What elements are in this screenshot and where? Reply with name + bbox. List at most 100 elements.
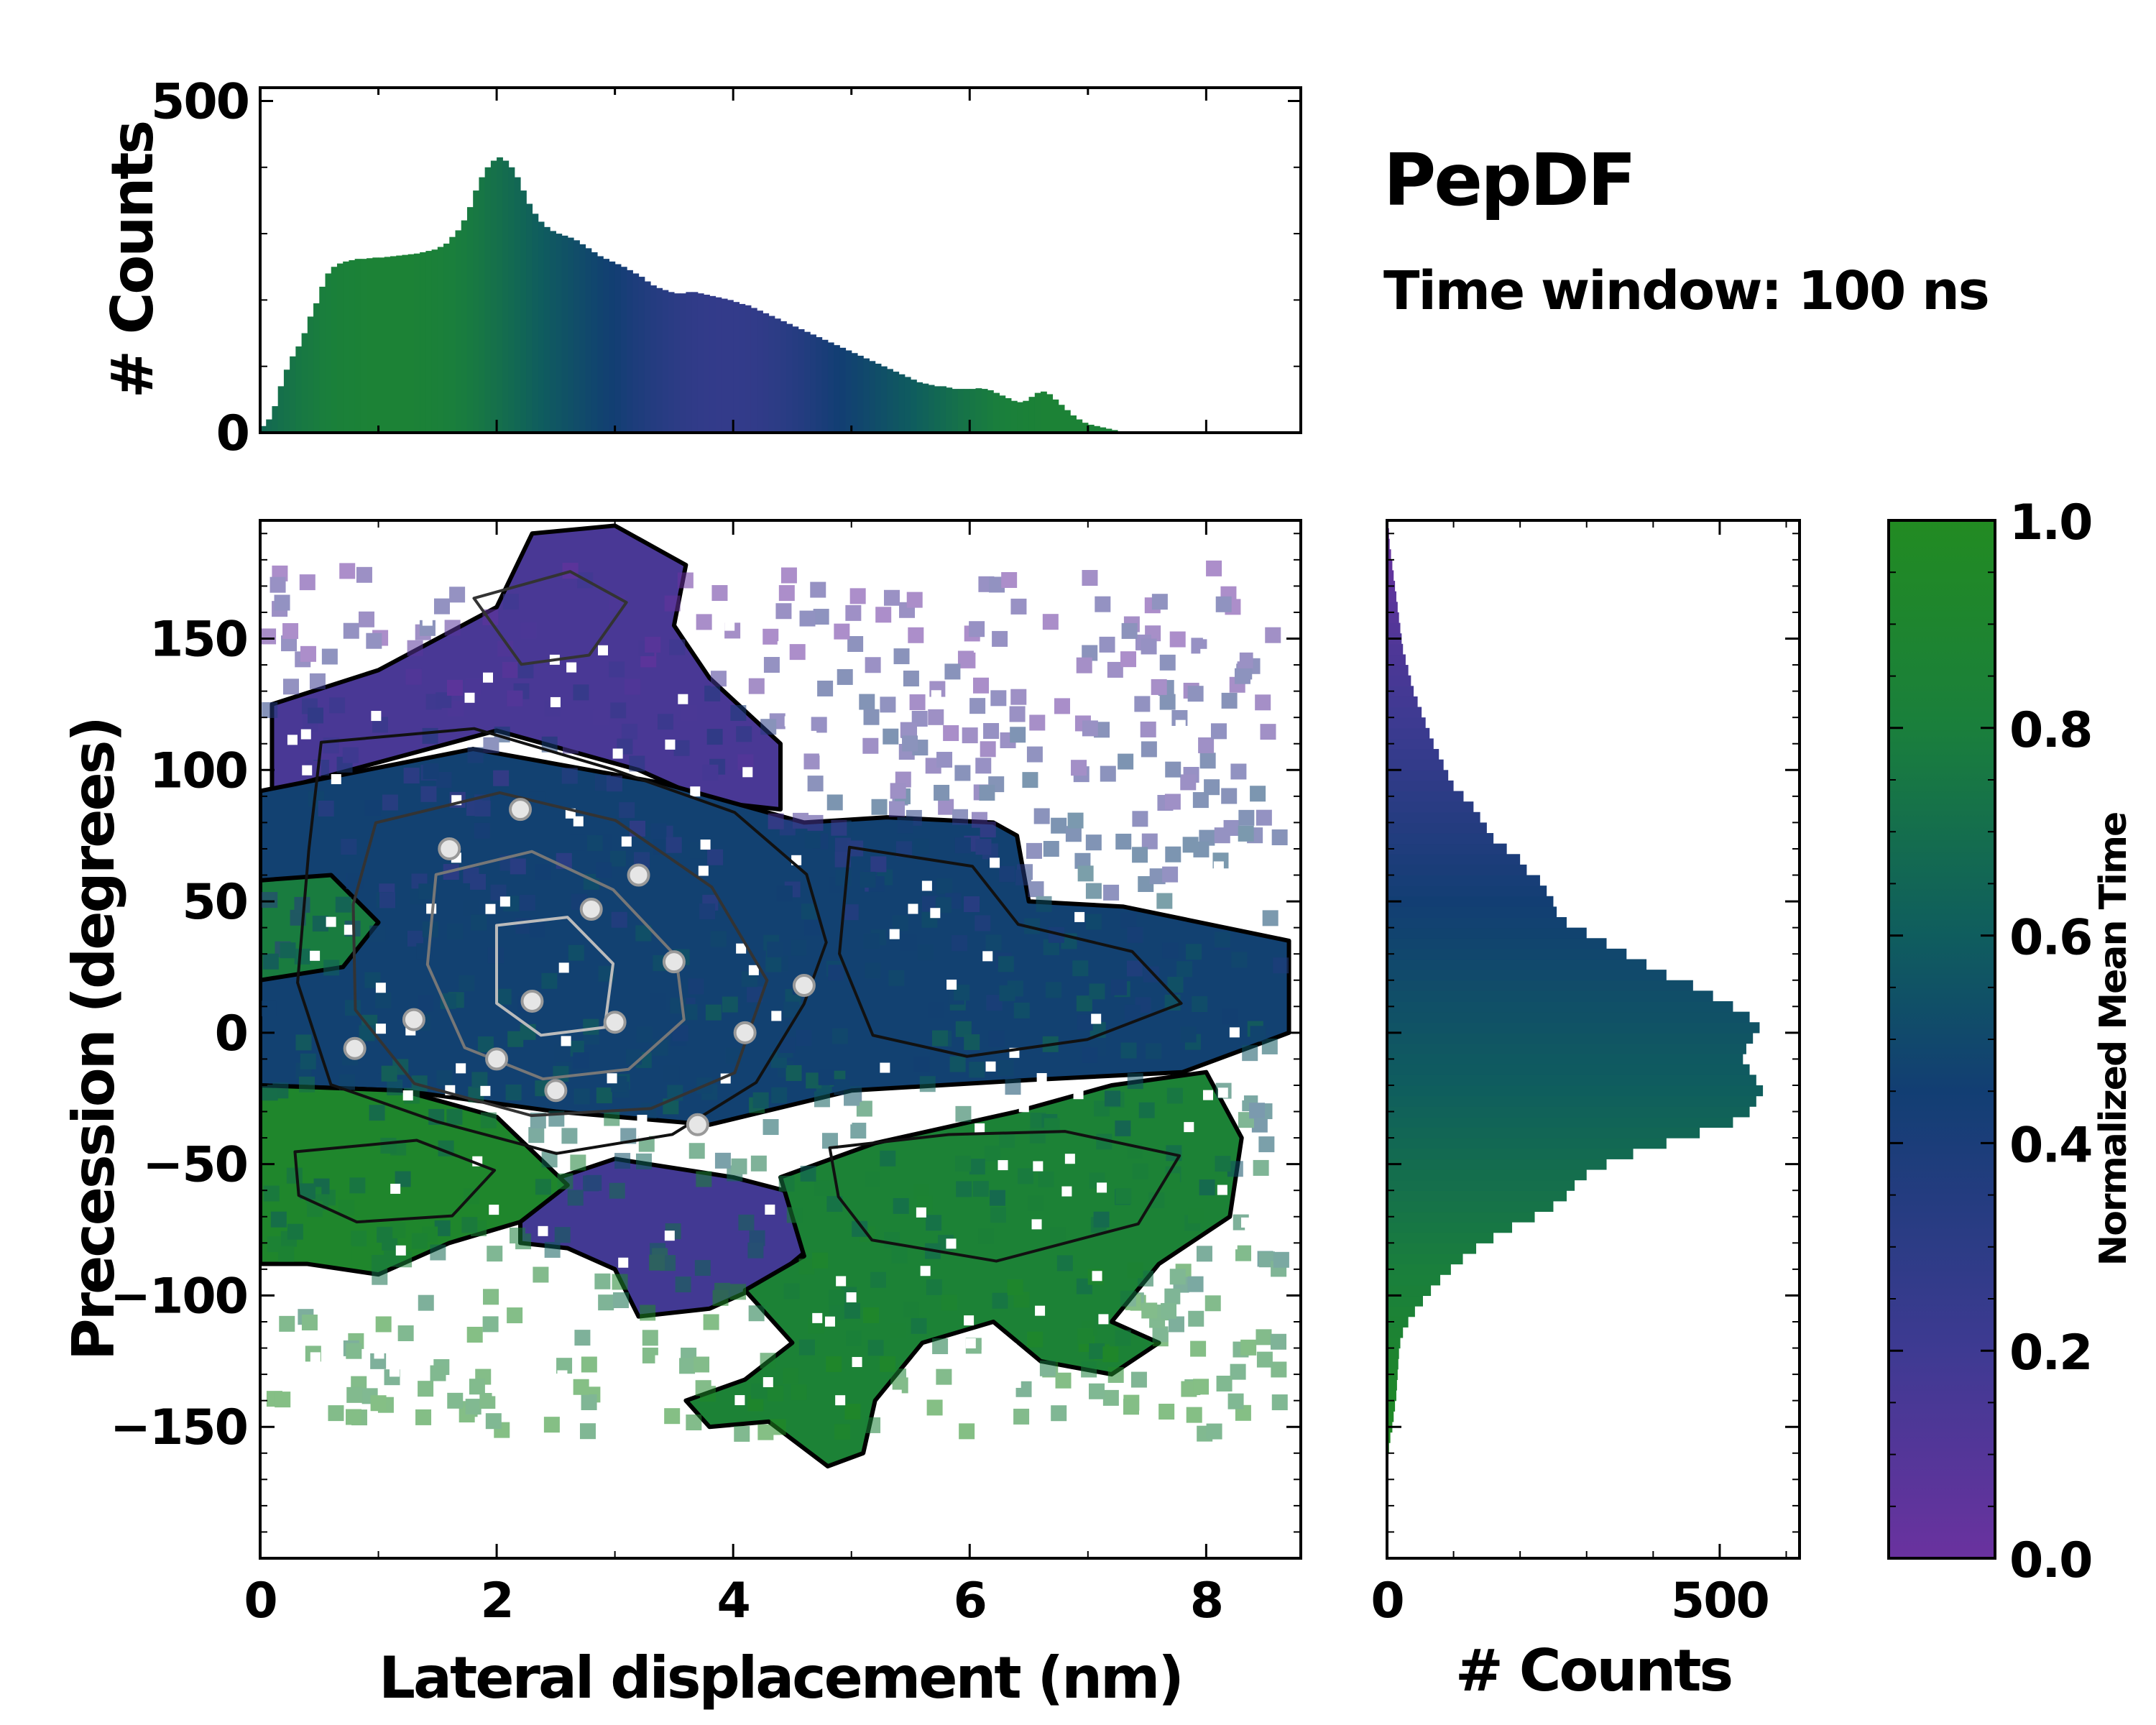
heatmap-cell xyxy=(798,1339,815,1356)
heatmap-cell xyxy=(990,690,1007,707)
heatmap-cell xyxy=(975,758,992,774)
heatmap-empty-bin xyxy=(331,774,341,785)
heatmap-cell xyxy=(554,1044,571,1060)
heatmap-cell xyxy=(1182,837,1199,853)
heatmap-empty-bin xyxy=(607,1073,617,1084)
top-hist-bar xyxy=(999,395,1006,433)
top-hist-bar xyxy=(821,339,829,433)
contour-bright-spot xyxy=(520,989,544,1013)
top-hist-bar xyxy=(461,220,468,433)
heatmap-cell xyxy=(483,737,499,753)
heatmap-cell xyxy=(1027,1331,1044,1348)
heatmap-empty-bin xyxy=(880,1062,890,1073)
heatmap-cell xyxy=(738,1214,755,1230)
heatmap-cell xyxy=(469,1379,485,1395)
heatmap-cell xyxy=(706,729,723,745)
heatmap-cell xyxy=(1199,753,1216,769)
right-hist-bar xyxy=(1387,1400,1396,1412)
top-hist-bar xyxy=(750,308,757,433)
heatmap-cell xyxy=(1123,1399,1139,1415)
colorbar: 0.0 0.2 0.4 0.6 0.8 1.0 Normalized Mean Time xyxy=(1887,494,2135,1589)
heatmap-cell xyxy=(262,953,279,970)
heatmap-empty-bin xyxy=(784,716,795,727)
heatmap-cell xyxy=(579,1423,596,1440)
heatmap-empty-bin xyxy=(621,836,632,847)
heatmap-empty-bin xyxy=(1241,1217,1252,1228)
top-hist-bar xyxy=(940,386,946,433)
heatmap-cell xyxy=(747,1242,764,1259)
heatmap-cell xyxy=(467,747,484,763)
heatmap-cell xyxy=(856,1100,872,1117)
heatmap-cell xyxy=(978,1228,995,1245)
heatmap-cell xyxy=(776,886,793,902)
heatmap-cell xyxy=(1190,1340,1207,1357)
heatmap-cell xyxy=(679,1358,696,1374)
heatmap-cell xyxy=(561,768,578,784)
top-hist-bar xyxy=(662,290,669,433)
main-ticks: 0 2 4 6 8 150 100 50 0 −50 −100 −150 xyxy=(110,520,1301,1629)
top-hist-bar xyxy=(343,261,350,433)
heatmap-cell xyxy=(423,763,439,780)
top-hist-bar xyxy=(810,334,816,433)
heatmap-cell xyxy=(270,576,286,593)
heatmap-cell xyxy=(1192,995,1208,1012)
heatmap-cell xyxy=(1256,1351,1273,1368)
heatmap-cell xyxy=(813,609,829,625)
heatmap-cell xyxy=(972,1181,989,1197)
main-ytick-label: −50 xyxy=(142,1137,247,1194)
heatmap-cell xyxy=(1146,1043,1162,1059)
heatmap-cell xyxy=(469,873,486,890)
heatmap-cell xyxy=(286,1167,303,1184)
heatmap-cell xyxy=(463,900,479,916)
heatmap-cell xyxy=(395,1171,411,1187)
heatmap-cell xyxy=(880,696,896,713)
heatmap-cell xyxy=(880,1150,896,1167)
heatmap-cell xyxy=(1158,1404,1175,1420)
heatmap-empty-bin xyxy=(326,916,336,927)
heatmap-cell xyxy=(519,895,535,911)
heatmap-cell xyxy=(474,822,490,839)
main-ytick-label: −150 xyxy=(110,1399,247,1456)
right-hist-bar xyxy=(1387,665,1409,676)
heatmap-empty-bin xyxy=(665,739,676,750)
heatmap-cell xyxy=(765,956,782,972)
heatmap-empty-bin xyxy=(566,662,577,673)
heatmap-cell xyxy=(586,1174,602,1191)
top-hist-bar xyxy=(396,255,403,433)
contour-bright-spot xyxy=(485,1047,509,1071)
top-hist-bar xyxy=(567,237,574,433)
heatmap-cell xyxy=(446,1108,463,1125)
heatmap-cell xyxy=(928,1002,944,1018)
heatmap-cell xyxy=(1100,765,1116,782)
heatmap-cell xyxy=(596,1087,612,1103)
heatmap-cell xyxy=(696,1171,712,1187)
top-hist-bar xyxy=(609,261,616,433)
heatmap-empty-bin xyxy=(964,1315,975,1326)
contour-ring-outer xyxy=(828,1130,1181,1263)
right-hist-bar xyxy=(1387,1179,1575,1191)
heatmap-cell xyxy=(1169,1269,1186,1285)
heatmap-empty-bin xyxy=(921,880,932,891)
heatmap-empty-bin xyxy=(371,711,382,722)
right-hist-bar xyxy=(1387,948,1627,960)
heatmap-empty-bin xyxy=(748,965,759,975)
top-hist-bar xyxy=(277,386,285,433)
heatmap-cell xyxy=(598,1294,614,1311)
heatmap-empty-bin xyxy=(1092,1271,1102,1282)
right-hist-bar xyxy=(1387,1085,1764,1097)
heatmap-empty-bin xyxy=(1217,1087,1228,1098)
heatmap-cell xyxy=(1242,1045,1258,1062)
heatmap-cell xyxy=(1102,1389,1119,1406)
heatmap-empty-bin xyxy=(375,1024,386,1034)
top-histogram-frame xyxy=(259,86,1302,434)
heatmap-cell xyxy=(975,839,992,855)
heatmap-cell xyxy=(900,934,917,951)
right-hist-bar xyxy=(1387,1043,1746,1054)
heatmap-cell xyxy=(954,837,971,854)
heatmap-cell xyxy=(725,1047,742,1064)
heatmap-cell xyxy=(889,801,906,817)
heatmap-cell xyxy=(1250,786,1266,802)
heatmap-cell xyxy=(1027,1195,1044,1212)
right-hist-bar xyxy=(1387,1159,1607,1170)
heatmap-empty-bin xyxy=(1036,1073,1047,1084)
